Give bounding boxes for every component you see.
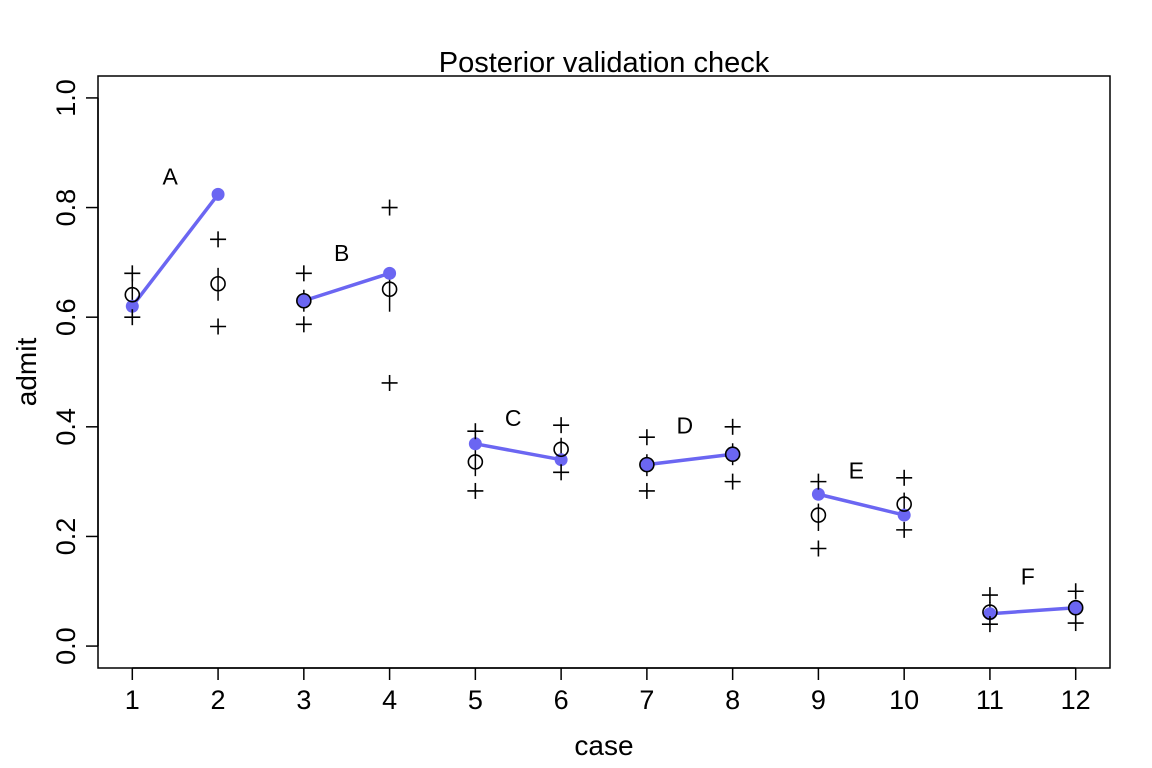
- prediction-lower-marker: [638, 482, 655, 499]
- prediction-upper-marker: [295, 265, 312, 282]
- x-tick-label: 10: [889, 685, 919, 715]
- prediction-lower-marker: [210, 318, 227, 335]
- prediction-lower-marker: [896, 521, 913, 538]
- model-mean-point: [553, 441, 569, 458]
- chart-title: Posterior validation check: [439, 47, 770, 79]
- model-mean-point: [810, 507, 827, 523]
- y-tick-label: 0.6: [51, 298, 81, 336]
- observed-point: [811, 487, 825, 501]
- x-tick-label: 6: [554, 685, 569, 715]
- model-mean-point: [210, 275, 226, 292]
- prediction-upper-marker: [124, 265, 141, 282]
- observed-point: [211, 187, 225, 201]
- y-axis-label: admit: [11, 338, 42, 407]
- group-label: D: [676, 412, 693, 438]
- group-label: B: [334, 240, 349, 266]
- prediction-lower-marker: [381, 374, 398, 391]
- prediction-upper-marker: [638, 429, 655, 446]
- x-tick-label: 9: [811, 685, 826, 715]
- observed-line-C: [475, 442, 562, 462]
- observed-point: [983, 607, 997, 621]
- x-tick-label: 7: [639, 685, 654, 715]
- model-mean-point: [896, 496, 912, 512]
- prediction-upper-marker: [896, 469, 913, 486]
- prediction-upper-marker: [724, 418, 741, 435]
- model-mean-point: [724, 446, 741, 463]
- x-tick-label: 5: [468, 685, 483, 715]
- observed-point: [640, 458, 654, 472]
- x-tick-label: 3: [296, 685, 311, 715]
- group-label: C: [505, 405, 522, 431]
- axes-layer: 1 2 3 4 5 6 7 8 9 10 11 120.00.20.40.60.81.0: [51, 79, 1091, 715]
- y-tick-label: 0.0: [51, 627, 81, 665]
- observed-line-D: [646, 452, 733, 467]
- group-label: A: [163, 163, 179, 189]
- observed-line-A: [130, 193, 220, 308]
- prediction-upper-marker: [467, 423, 484, 440]
- model-mean-point: [467, 454, 484, 470]
- model-mean-point: [381, 281, 398, 298]
- prediction-upper-marker: [553, 417, 570, 434]
- x-tick-label: 12: [1061, 685, 1091, 715]
- observed-point: [468, 437, 482, 451]
- prediction-lower-marker: [295, 316, 312, 333]
- observed-point: [1069, 601, 1083, 615]
- prediction-upper-marker: [210, 231, 227, 248]
- x-tick-label: 2: [211, 685, 226, 715]
- observed-point: [383, 266, 397, 280]
- prediction-lower-marker: [467, 482, 484, 499]
- observed-line-E: [817, 492, 905, 517]
- x-tick-label: 8: [725, 685, 740, 715]
- prediction-upper-marker: [1067, 583, 1084, 600]
- model-mean-point: [1067, 599, 1084, 616]
- y-tick-label: 0.4: [51, 408, 81, 446]
- marks-layer: A B C D E F: [124, 163, 1084, 633]
- observed-point: [554, 453, 568, 467]
- observed-point: [897, 508, 911, 522]
- x-tick-label: 1: [125, 685, 140, 715]
- prediction-lower-marker: [1067, 615, 1084, 632]
- observed-point: [297, 294, 311, 308]
- prediction-lower-marker: [810, 540, 827, 557]
- observed-point: [726, 447, 740, 461]
- observed-line-B: [303, 271, 391, 303]
- prediction-upper-marker: [381, 199, 398, 216]
- prediction-lower-marker: [981, 616, 998, 633]
- plot-frame: [97, 75, 1111, 669]
- y-tick-label: 0.2: [51, 518, 81, 556]
- group-label: F: [1021, 564, 1035, 590]
- prediction-lower-marker: [724, 473, 741, 490]
- prediction-upper-marker: [810, 473, 827, 490]
- observed-point: [125, 299, 139, 313]
- x-axis-label: case: [574, 730, 633, 761]
- model-mean-point: [124, 286, 141, 303]
- prediction-lower-marker: [553, 464, 570, 481]
- model-mean-point: [639, 456, 655, 473]
- group-label: E: [849, 458, 864, 484]
- model-mean-point: [296, 292, 312, 309]
- x-tick-label: 4: [382, 685, 397, 715]
- y-tick-label: 0.8: [51, 189, 81, 227]
- y-tick-label: 1.0: [51, 79, 81, 117]
- x-tick-label: 11: [976, 685, 1004, 715]
- prediction-lower-marker: [124, 309, 141, 326]
- prediction-upper-marker: [981, 587, 998, 604]
- observed-line-F: [989, 605, 1076, 616]
